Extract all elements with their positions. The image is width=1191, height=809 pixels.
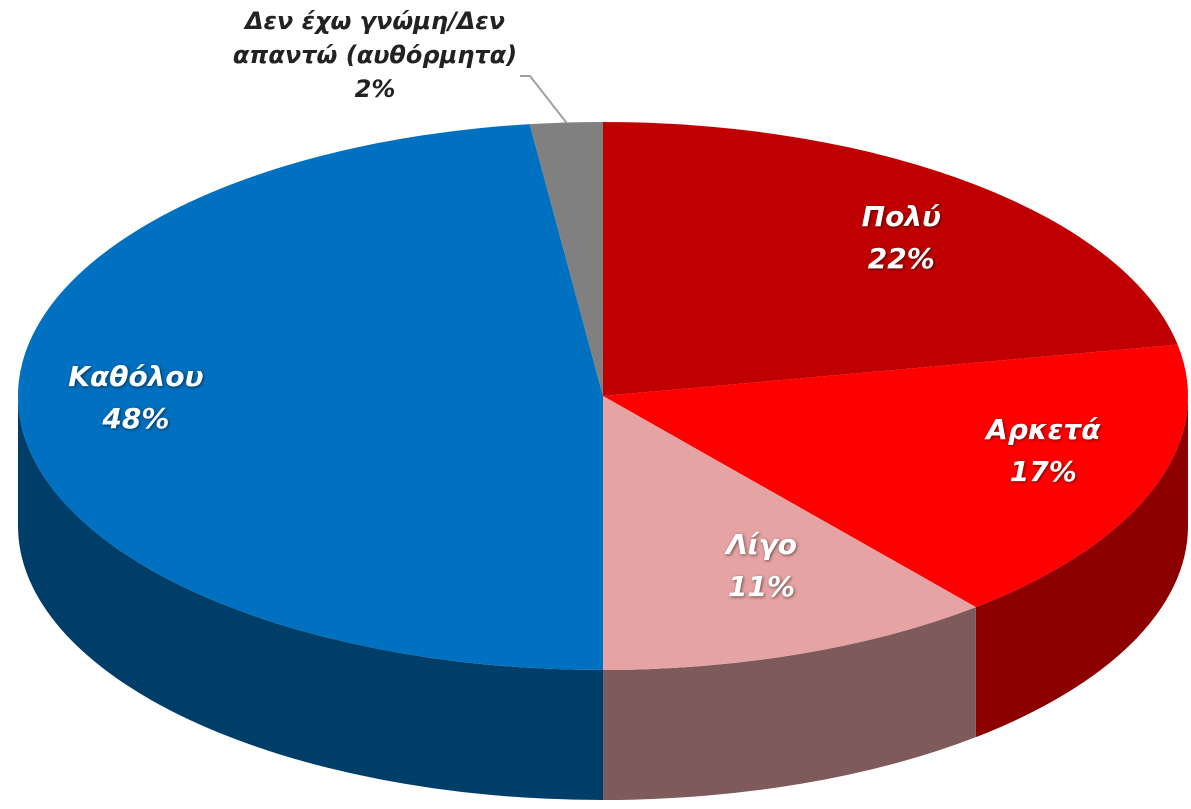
data-label: Λίγο 11% (726, 524, 797, 608)
value-label: 2% (354, 75, 396, 103)
category: Λίγο (726, 528, 797, 562)
data-label: Δεν έχω γνώμη/Δεν απαντώ (αυθόρμητα) 2% (210, 4, 540, 106)
value-label: 11% (727, 570, 796, 604)
slice-side (18, 396, 603, 800)
slice (17, 124, 603, 670)
value-label: 48% (102, 402, 170, 436)
leader-line (520, 75, 568, 124)
category: Καθόλου (68, 360, 204, 394)
data-label: Αρκετά 17% (986, 409, 1100, 493)
slice (603, 122, 1178, 396)
data-label: Καθόλου 48% (68, 356, 203, 440)
slice (529, 122, 603, 396)
value-label: 22% (867, 242, 935, 276)
category: Δεν έχω γνώμη/Δεν απαντώ (αυθόρμητα) (232, 7, 518, 69)
value-label: 17% (1009, 454, 1077, 488)
category: Αρκετά (986, 412, 1101, 446)
data-label: Πολύ 22% (862, 196, 941, 280)
slice (603, 396, 976, 670)
category: Πολύ (861, 200, 941, 234)
slice (603, 344, 1188, 608)
slice-side (603, 607, 976, 800)
slice-side (975, 396, 1188, 738)
